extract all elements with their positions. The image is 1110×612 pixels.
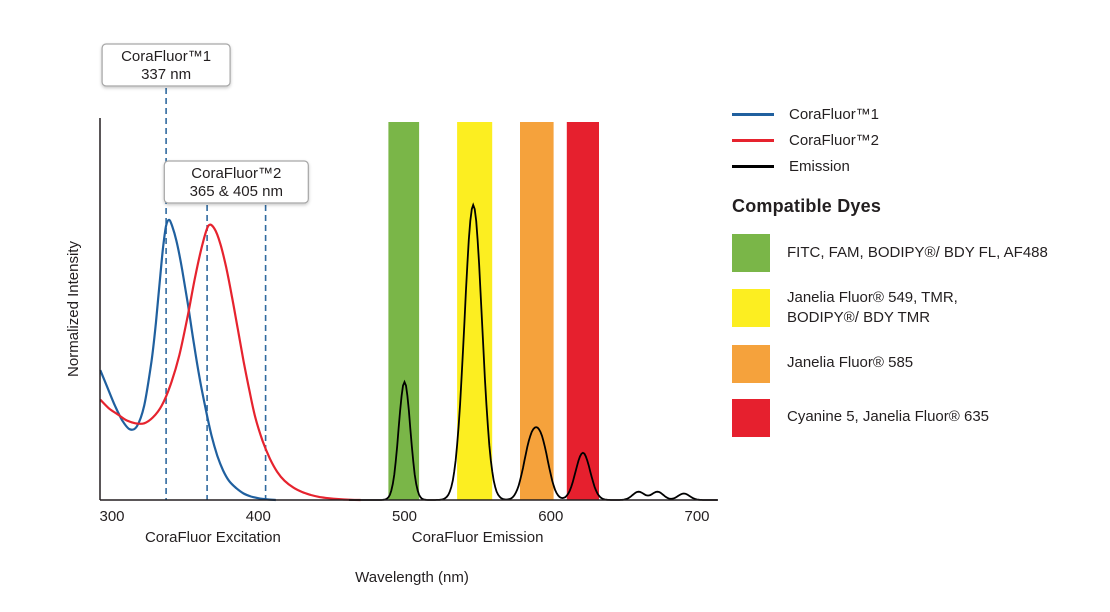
excitation-curve-corafluor2 [99,223,361,502]
dye-item-red: Cyanine 5, Janelia Fluor® 635 [732,398,1110,437]
legend-label-corafluor1: CoraFluor™1 [789,106,880,123]
legend-label-emission: Emission [789,158,850,175]
compatible-dyes-heading: Compatible Dyes [732,196,882,216]
emission-curve [348,202,718,501]
dye-swatch-green [732,234,770,272]
legend-label-corafluor2: CoraFluor™2 [789,132,880,149]
dye-swatch-yellow [732,289,770,328]
compatible-dyes-list: FITC, FAM, BODIPY®/ BDY FL, AF488 Janeli… [732,234,1110,437]
axis-label-emission: CoraFluor Emission [412,529,544,546]
series-legend: CoraFluor™1 CoraFluor™2 Emission [732,106,1110,175]
spectra-chart-svg: 300 400 500 600 700 CoraFluor Excitation CoraF… [65,43,718,586]
dye-swatch-red [732,398,770,437]
axis-label-excitation: CoraFluor Excitation [145,529,281,546]
callout-title-2: CoraFluor™2 [191,165,281,182]
dye-item-orange: Janelia Fluor® 585 [732,344,1110,383]
dye-label-green: FITC, FAM, BODIPY®/ BDY FL, AF488 [787,243,1048,261]
dye-label-red: Cyanine 5, Janelia Fluor® 635 [787,408,990,426]
x-tick-500: 500 [392,508,417,525]
legend-item-emission: Emission [732,158,1110,175]
corafluor2-line-swatch [732,139,774,142]
callout-box-corafluor2 [163,160,309,204]
dye-item-green: FITC, FAM, BODIPY®/ BDY FL, AF488 [732,234,1110,272]
legend-panel: CoraFluor™1 CoraFluor™2 Emission Compati… [732,106,1110,453]
x-tick-700: 700 [684,508,709,525]
x-axis-title: Wavelength (nm) [355,569,469,586]
dye-label-orange: Janelia Fluor® 585 [787,354,914,372]
dye-band-2 [520,122,554,500]
callout-title-1: CoraFluor™1 [121,48,211,65]
callout-wavelength-2: 365 & 405 nm [190,183,283,200]
dye-band-3 [566,122,599,500]
y-axis-title: Normalized Intensity [65,241,82,377]
corafluor1-line-swatch [732,113,774,116]
emission-line-swatch [732,165,774,168]
excitation-curve-corafluor1 [99,218,276,502]
callout-box-corafluor1 [101,43,231,87]
dye-item-yellow: Janelia Fluor® 549, TMR, BODIPY®/ BDY TM… [732,288,1110,329]
legend-item-corafluor2: CoraFluor™2 [732,132,1110,149]
legend-item-corafluor1: CoraFluor™1 [732,106,1110,123]
x-tick-400: 400 [246,508,271,525]
x-tick-300: 300 [99,508,124,525]
callout-wavelength-1: 337 nm [141,66,191,83]
dye-swatch-orange [732,344,770,383]
dye-band-1 [457,122,493,500]
dye-label-yellow: Janelia Fluor® 549, TMR, BODIPY®/ BDY TM… [787,289,958,327]
dye-band-0 [388,122,420,500]
x-tick-600: 600 [538,508,563,525]
spectra-chart: 300 400 500 600 700 CoraFluor Excitation CoraF… [65,43,718,586]
